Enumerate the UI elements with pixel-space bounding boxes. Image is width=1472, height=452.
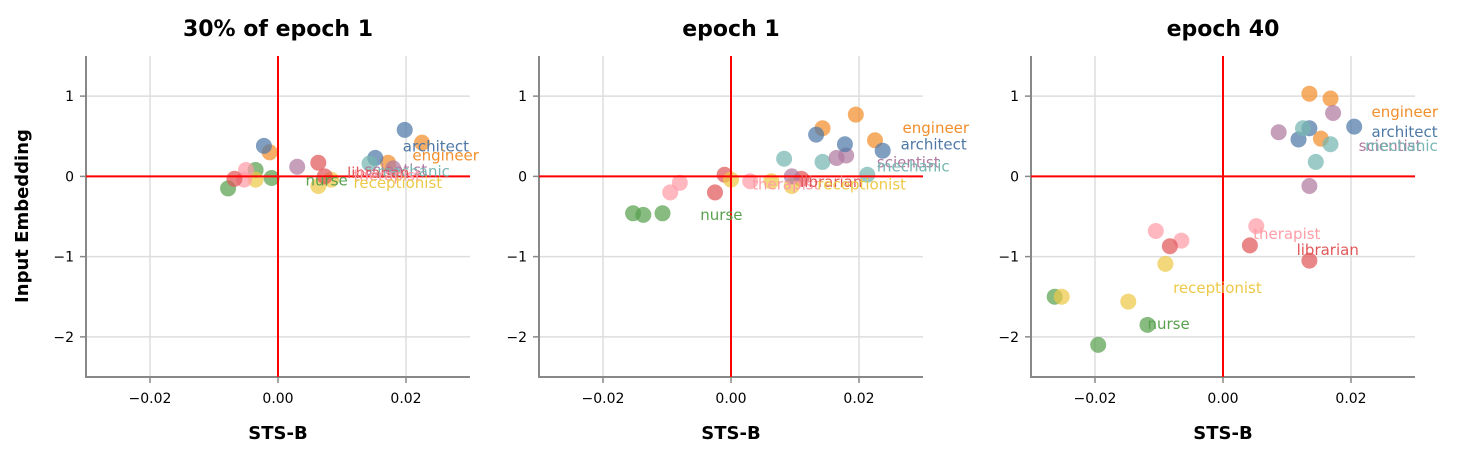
data-point-architect	[836, 136, 853, 153]
point-label-therapist: therapist	[354, 167, 421, 185]
data-point-mechanic	[1295, 120, 1311, 137]
data-point-scientist	[1270, 124, 1287, 141]
y-tick-label: −2	[53, 330, 74, 346]
point-label-nurse: nurse	[700, 206, 742, 224]
y-tick-label: −2	[998, 330, 1019, 346]
point-label-engineer: engineer	[903, 119, 970, 137]
chart-title: 30% of epoch 1	[183, 17, 373, 42]
point-label-scientist: scientist	[1359, 137, 1422, 155]
y-tick-label: −1	[53, 250, 74, 266]
point-label-therapist: therapist	[752, 175, 819, 193]
point-label-architect: architect	[403, 138, 469, 156]
subplot-2: epoch 1 −0.02 0.00 0.02 1 0 −1 −2 STS-B engineera…	[506, 17, 970, 444]
data-point-mechanic	[1307, 153, 1324, 170]
data-point-therapist	[1147, 222, 1164, 239]
x-tick-label: −0.02	[129, 391, 172, 407]
data-point-engineer	[847, 106, 864, 123]
point-label-nurse: nurse	[306, 171, 348, 189]
data-point-therapist	[238, 161, 254, 178]
x-axis-label: STS-B	[248, 423, 307, 444]
data-point-architect	[874, 142, 891, 159]
data-point-receptionist	[1053, 288, 1070, 305]
x-tick-label: −0.02	[582, 391, 625, 407]
data-point-mechanic	[361, 155, 378, 172]
y-tick-label: 0	[518, 169, 527, 185]
point-label-librarian: librarian	[347, 164, 409, 182]
data-point-mechanic	[859, 166, 876, 183]
point-label-mechanic: mechanic	[377, 163, 450, 181]
data-point-therapist	[1248, 218, 1265, 235]
x-tick-label: −0.02	[1074, 391, 1117, 407]
point-label-receptionist: receptionist	[817, 175, 906, 193]
data-point-librarian	[310, 154, 327, 171]
chart-title: epoch 40	[1167, 17, 1280, 42]
data-point-architect	[396, 121, 413, 138]
panels: 30% of epoch 1 −0.02 0.00 0.02 1 0 −1 −2 STS-B ar…	[53, 17, 1439, 444]
data-point-architect	[808, 126, 825, 143]
data-point-nurse	[1139, 316, 1156, 333]
x-tick-label: 0.02	[1335, 391, 1366, 407]
data-point-receptionist	[1157, 255, 1174, 272]
point-label-librarian: librarian	[1297, 241, 1359, 259]
point-label-librarian: librarian	[800, 173, 862, 191]
point-label-mechanic: mechanic	[877, 158, 950, 176]
point-label-scientist: scientist	[877, 154, 940, 172]
data-point-librarian	[707, 184, 723, 201]
data-point-scientist	[385, 160, 402, 177]
y-tick-label: 1	[65, 89, 74, 105]
y-tick-label: 1	[518, 89, 527, 105]
data-point-nurse	[654, 205, 671, 222]
y-tick-label: 1	[1010, 89, 1019, 105]
data-point-scientist	[289, 158, 306, 175]
data-point-engineer	[1301, 85, 1318, 102]
data-point-librarian	[1161, 238, 1178, 255]
subplot-1: 30% of epoch 1 −0.02 0.00 0.02 1 0 −1 −2 STS-B ar…	[53, 17, 479, 444]
x-tick-label: 0.02	[390, 391, 421, 407]
data-point-scientist	[1325, 104, 1342, 121]
subplot-3: epoch 40 −0.02 0.00 0.02 1 0 −1 −2 STS-B engineer…	[998, 17, 1439, 444]
point-label-engineer: engineer	[412, 147, 479, 165]
y-tick-label: 0	[65, 169, 74, 185]
data-point-librarian	[1241, 237, 1258, 254]
data-point-architect	[1346, 118, 1363, 135]
point-label-receptionist: receptionist	[354, 174, 443, 192]
data-point-nurse	[263, 169, 280, 186]
x-axis-label: STS-B	[701, 423, 760, 444]
data-point-mechanic	[776, 150, 793, 167]
data-point-librarian	[226, 170, 243, 187]
point-label-mechanic: mechanic	[1365, 137, 1438, 155]
y-axis-label: Input Embedding	[12, 129, 33, 303]
point-label-therapist: therapist	[1253, 225, 1320, 243]
point-label-architect: architect	[901, 135, 967, 153]
x-tick-label: 0.00	[715, 391, 746, 407]
x-tick-label: 0.00	[262, 391, 293, 407]
y-tick-label: 0	[1010, 169, 1019, 185]
data-point-engineer	[1322, 90, 1339, 107]
point-label-nurse: nurse	[1147, 315, 1189, 333]
y-tick-label: −1	[998, 250, 1019, 266]
y-tick-label: −2	[506, 330, 527, 346]
x-axis-label: STS-B	[1193, 423, 1252, 444]
data-point-mechanic	[814, 153, 831, 170]
point-label-architect: architect	[1371, 123, 1437, 141]
point-label-engineer: engineer	[1371, 103, 1438, 121]
data-point-mechanic	[1322, 136, 1339, 153]
y-tick-label: −1	[506, 250, 527, 266]
x-tick-label: 0.02	[843, 391, 874, 407]
point-label-scientist: scientist	[364, 161, 427, 179]
data-point-receptionist	[1120, 293, 1137, 310]
x-tick-label: 0.00	[1207, 391, 1238, 407]
data-point-engineer	[414, 134, 430, 151]
data-point-architect	[255, 137, 272, 154]
data-point-therapist	[671, 174, 688, 191]
data-point-librarian	[1301, 252, 1318, 269]
data-point-nurse	[1090, 336, 1107, 353]
point-label-receptionist: receptionist	[1173, 279, 1262, 297]
chart-title: epoch 1	[682, 17, 779, 42]
data-point-scientist	[1301, 178, 1318, 195]
data-point-nurse	[635, 206, 652, 223]
